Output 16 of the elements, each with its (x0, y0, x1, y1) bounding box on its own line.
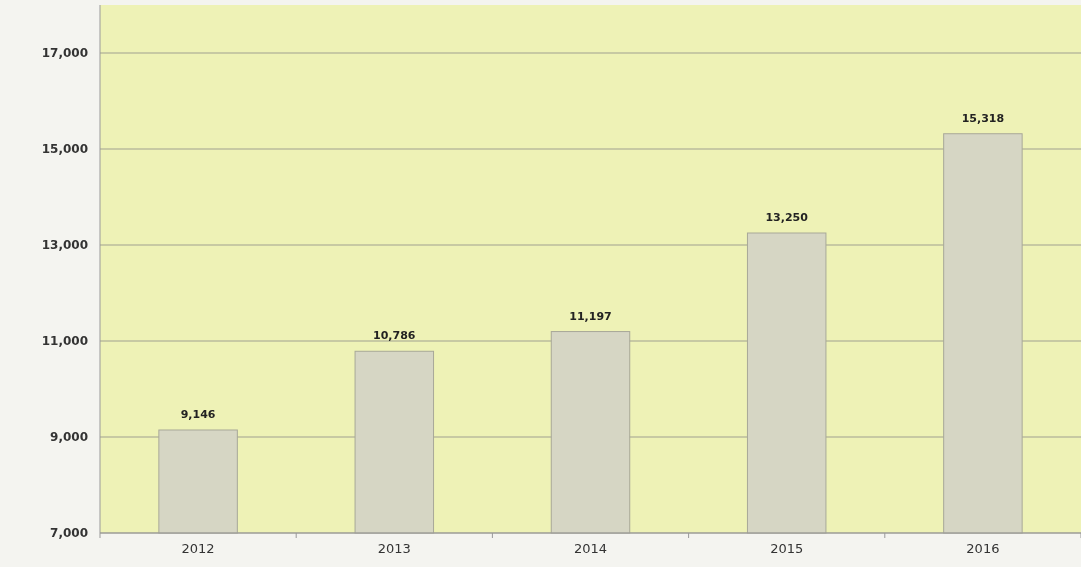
y-tick-label: 9,000 (50, 430, 88, 445)
x-tick-label: 2016 (966, 541, 1000, 556)
data-label: 10,786 (373, 329, 416, 343)
data-label: 9,146 (180, 407, 216, 421)
data-label: 15,318 (961, 111, 1005, 125)
y-tick-label: 13,000 (41, 238, 88, 253)
y-tick-label: 15,000 (41, 142, 88, 157)
y-tick-label: 7,000 (50, 526, 88, 541)
y-tick-label: 11,000 (41, 334, 88, 349)
data-label: 13,250 (765, 211, 809, 224)
x-tick-label: 2012 (181, 541, 215, 556)
y-tick-label: 17,000 (41, 46, 88, 61)
data-label: 11,197 (569, 309, 612, 323)
x-tick-label: 2014 (573, 541, 608, 556)
x-tick-label: 2015 (770, 541, 804, 556)
x-tick-label: 2013 (377, 541, 411, 556)
